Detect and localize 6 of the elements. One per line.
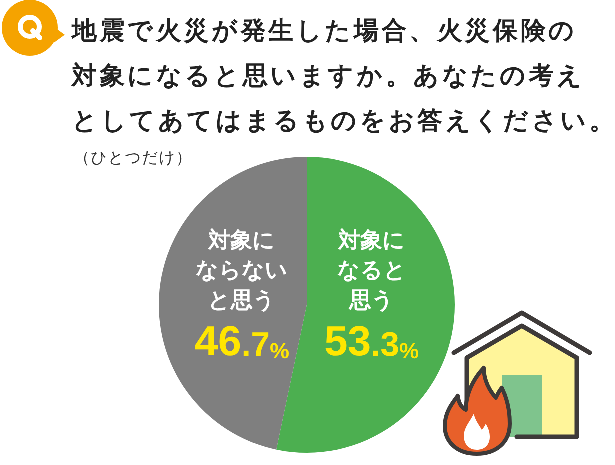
slice-label: 対象にならないと思う [196,228,288,314]
chart-subtitle: （ひとつだけ） [74,147,193,169]
data-label: 46.7% [194,318,290,364]
chart-title: 地震で火災が発生した場合、火災保険の対象になると思いますか。あなたの考えとしてあてはまるものをお答えください。 [72,15,615,137]
data-label: 53.3% [324,318,420,364]
slice-label: 対象になると思う [337,228,406,314]
